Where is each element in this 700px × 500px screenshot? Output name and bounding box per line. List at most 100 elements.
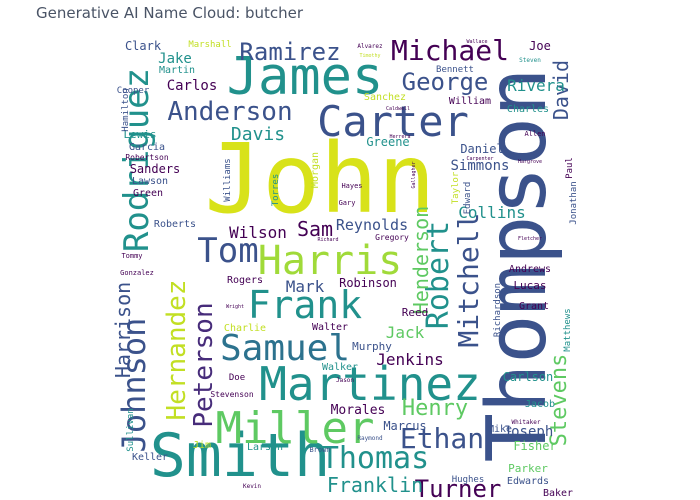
- word-george: George: [402, 68, 489, 96]
- word-collins: Collins: [458, 203, 525, 222]
- word-sullivan: Sullivan: [126, 408, 136, 451]
- word-charlie: Charlie: [224, 323, 266, 334]
- word-thomas: Thomas: [321, 441, 429, 476]
- word-wallace: Wallace: [466, 39, 487, 45]
- word-ramirez: Ramirez: [239, 38, 340, 66]
- word-herrera: Herrera: [389, 134, 410, 140]
- word-james: James: [227, 47, 384, 107]
- word-davis: Davis: [231, 124, 285, 145]
- word-frank: Frank: [248, 283, 363, 327]
- word-paul: Paul: [565, 157, 575, 179]
- word-whitaker: Whitaker: [512, 419, 541, 426]
- word-lewis: Lewis: [123, 128, 156, 141]
- word-stevenson: Stevenson: [210, 390, 254, 399]
- word-jack: Jack: [386, 323, 425, 342]
- word-grant: Grant: [519, 301, 549, 312]
- word-keller: Keller: [132, 452, 168, 463]
- word-wilson: Wilson: [229, 223, 287, 242]
- word-matthews: Matthews: [563, 308, 573, 351]
- word-tommy: Tommy: [121, 252, 142, 260]
- word-hernandez: Hernandez: [162, 280, 192, 421]
- word-daniel: Daniel: [460, 142, 503, 156]
- word-robinson: Robinson: [339, 276, 397, 290]
- word-ethan: Ethan: [400, 422, 484, 455]
- chart-title: Generative AI Name Cloud: butcher: [36, 4, 304, 22]
- word-carter: Carter: [317, 97, 469, 146]
- word-garcia: Garcia: [129, 142, 165, 153]
- word-sanchez: Sanchez: [364, 92, 406, 103]
- word-turner: Turner: [415, 475, 502, 500]
- word-green: Green: [133, 188, 163, 199]
- word-jacob: Jacob: [525, 399, 555, 410]
- word-anderson: Anderson: [167, 97, 292, 127]
- word-fisher: Fisher: [513, 439, 556, 453]
- word-fletcher: Fletcher: [518, 236, 542, 242]
- word-doe: Doe: [229, 373, 245, 383]
- word-mike: Mike: [488, 424, 512, 435]
- word-alvarez: Alvarez: [357, 43, 383, 50]
- word-william: William: [449, 96, 491, 107]
- word-gonzalez: Gonzalez: [120, 269, 154, 277]
- word-carlos: Carlos: [167, 78, 218, 94]
- word-henry: Henry: [402, 396, 468, 421]
- word-raymond: Raymond: [357, 435, 383, 442]
- word-hayes: Hayes: [341, 182, 362, 190]
- word-hamilton: Hamilton: [121, 88, 131, 131]
- word-jonathan: Jonathan: [569, 181, 579, 224]
- word-williams: Williams: [223, 158, 233, 201]
- word-robertson: Robertson: [125, 153, 169, 162]
- word-martinez: Martinez: [259, 357, 481, 411]
- word-samuel: Samuel: [220, 328, 350, 369]
- word-rogers: Rogers: [227, 275, 263, 286]
- word-caldwell: Caldwell: [386, 106, 410, 112]
- word-lawson: Lawson: [132, 176, 168, 187]
- word-marcus: Marcus: [383, 419, 426, 433]
- word-roberts: Roberts: [154, 219, 196, 230]
- word-harris: Harris: [258, 238, 403, 284]
- word-reed: Reed: [402, 306, 429, 319]
- word-torres: Torres: [271, 174, 281, 207]
- word-thompson: Thompson: [470, 68, 565, 463]
- word-morgan: Morgan: [310, 152, 321, 188]
- word-richard: Richard: [317, 237, 338, 243]
- word-edward: Edward: [463, 182, 473, 215]
- word-lucas: Lucas: [513, 279, 546, 292]
- word-tom: Tom: [197, 231, 258, 271]
- word-peterson: Peterson: [189, 302, 219, 427]
- word-greene: Greene: [366, 135, 409, 149]
- word-steven: Steven: [519, 57, 541, 64]
- word-walker: Walker: [322, 362, 358, 373]
- word-andrews: Andrews: [509, 264, 551, 275]
- word-miller: Miller: [216, 403, 375, 454]
- word-charles: Charles: [507, 104, 549, 115]
- word-marshall: Marshall: [188, 40, 231, 50]
- word-simmons: Simmons: [450, 158, 509, 174]
- word-smith: Smith: [150, 421, 331, 491]
- word-wright: Wright: [226, 304, 244, 310]
- word-robert: Robert: [421, 221, 456, 329]
- word-johnson: Johnson: [115, 318, 153, 453]
- word-mitchell: Mitchell: [452, 213, 485, 348]
- word-bennett: Bennett: [436, 65, 474, 75]
- word-rivera: Rivera: [507, 76, 565, 95]
- word-cooper: Cooper: [117, 86, 150, 96]
- word-jim: Jim: [193, 440, 211, 451]
- word-carpenter: Carpenter: [466, 156, 493, 162]
- word-harrison: Harrison: [111, 282, 135, 378]
- word-gregory: Gregory: [375, 233, 409, 242]
- word-henderson: Henderson: [409, 206, 433, 314]
- word-martin: Martin: [159, 65, 195, 76]
- word-jake: Jake: [158, 51, 192, 67]
- word-michael: Michael: [391, 34, 509, 67]
- cloud-background: [118, 40, 580, 498]
- word-timothy: Timothy: [359, 53, 380, 59]
- word-john: John: [204, 123, 435, 235]
- word-clark: Clark: [125, 39, 162, 53]
- word-david: David: [549, 60, 573, 120]
- word-gallagher: Gallagher: [411, 161, 417, 188]
- word-morales: Morales: [331, 403, 386, 418]
- word-rodriguez: Rodriguez: [117, 68, 157, 252]
- word-reynolds: Reynolds: [336, 216, 408, 234]
